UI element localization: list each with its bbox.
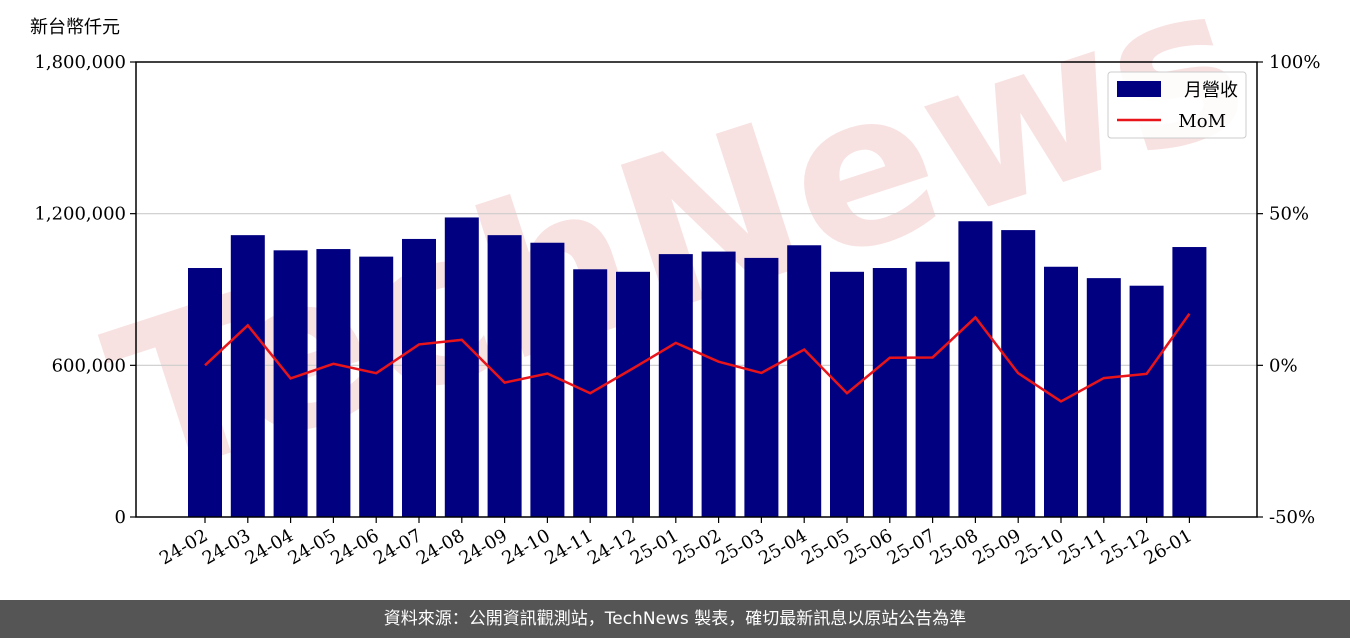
left-axis: 0 600,000 1,200,000 1,800,000 bbox=[34, 52, 136, 528]
bar-25-01 bbox=[658, 254, 693, 517]
x-tick-label: 25-01 bbox=[627, 525, 682, 569]
x-tick-label: 25-09 bbox=[969, 525, 1024, 569]
legend-label-mom: MoM bbox=[1178, 111, 1226, 132]
x-tick-label: 24-02 bbox=[156, 525, 211, 569]
legend-label-revenue: 月營收 bbox=[1184, 80, 1238, 101]
bar-24-04 bbox=[273, 250, 308, 517]
right-axis: -50% 0% 50% 100% bbox=[1257, 52, 1320, 528]
bar-24-05 bbox=[316, 249, 351, 518]
bar-24-09 bbox=[487, 235, 522, 517]
right-tick-label: 50% bbox=[1269, 204, 1309, 225]
x-tick-label: 24-10 bbox=[498, 525, 553, 569]
bar-25-02 bbox=[701, 251, 736, 518]
bar-25-12 bbox=[1129, 285, 1164, 517]
plot-frame bbox=[135, 61, 1258, 518]
bar-25-04 bbox=[787, 245, 822, 517]
right-tick-label: 0% bbox=[1269, 355, 1298, 376]
right-tick-label: -50% bbox=[1269, 507, 1315, 528]
x-tick-label: 24-11 bbox=[541, 525, 596, 569]
x-tick-label: 25-02 bbox=[670, 525, 725, 569]
x-tick-label: 24-05 bbox=[284, 525, 339, 569]
left-tick-label: 0 bbox=[115, 507, 126, 528]
bar-24-06 bbox=[359, 256, 394, 517]
x-tick-label: 24-04 bbox=[242, 525, 297, 569]
x-tick-label: 25-05 bbox=[798, 525, 853, 569]
bar-26-01 bbox=[1172, 247, 1207, 518]
bar-25-11 bbox=[1086, 278, 1121, 517]
bar-24-03 bbox=[230, 235, 265, 517]
x-tick-label: 24-06 bbox=[327, 525, 382, 569]
x-tick-label: 24-07 bbox=[370, 525, 425, 569]
x-tick-label: 26-01 bbox=[1140, 525, 1195, 569]
mom-line bbox=[204, 313, 1191, 403]
bar-24-08 bbox=[444, 217, 479, 518]
x-tick-label: 24-12 bbox=[584, 525, 639, 569]
x-tick-label: 25-06 bbox=[841, 525, 896, 569]
right-tick-label: 100% bbox=[1269, 52, 1320, 73]
x-tick-label: 25-10 bbox=[1012, 525, 1067, 569]
x-tick-label: 24-03 bbox=[199, 525, 254, 569]
bar-25-07 bbox=[915, 261, 950, 517]
x-tick-label: 24-08 bbox=[413, 525, 468, 569]
unit-label: 新台幣仟元 bbox=[30, 17, 120, 38]
bar-24-02 bbox=[188, 268, 222, 517]
bar-24-07 bbox=[402, 238, 436, 517]
x-tick-label: 25-04 bbox=[755, 525, 810, 569]
x-tick-label: 25-07 bbox=[884, 525, 939, 569]
legend: 月營收 MoM bbox=[1107, 71, 1247, 139]
revenue-bars bbox=[188, 217, 1207, 518]
bar-24-12 bbox=[616, 271, 650, 517]
bar-25-08 bbox=[958, 221, 993, 517]
source-footer: 資料來源：公開資訊觀測站，TechNews 製表，確切最新訊息以原站公告為準 bbox=[0, 600, 1350, 638]
bar-25-03 bbox=[744, 257, 779, 517]
x-axis: 24-0224-0324-0424-0524-0624-0724-0824-09… bbox=[156, 517, 1196, 569]
x-tick-label: 25-08 bbox=[926, 525, 981, 569]
left-tick-label: 1,800,000 bbox=[34, 52, 126, 73]
x-tick-label: 24-09 bbox=[456, 525, 511, 569]
x-tick-label: 25-03 bbox=[712, 525, 767, 569]
left-tick-label: 1,200,000 bbox=[34, 204, 126, 225]
legend-swatch-bar bbox=[1117, 81, 1161, 97]
left-tick-label: 600,000 bbox=[52, 355, 126, 376]
bar-25-10 bbox=[1044, 266, 1078, 517]
bar-25-06 bbox=[872, 268, 907, 517]
x-tick-label: 25-12 bbox=[1098, 525, 1153, 569]
x-tick-label: 25-11 bbox=[1055, 525, 1110, 569]
